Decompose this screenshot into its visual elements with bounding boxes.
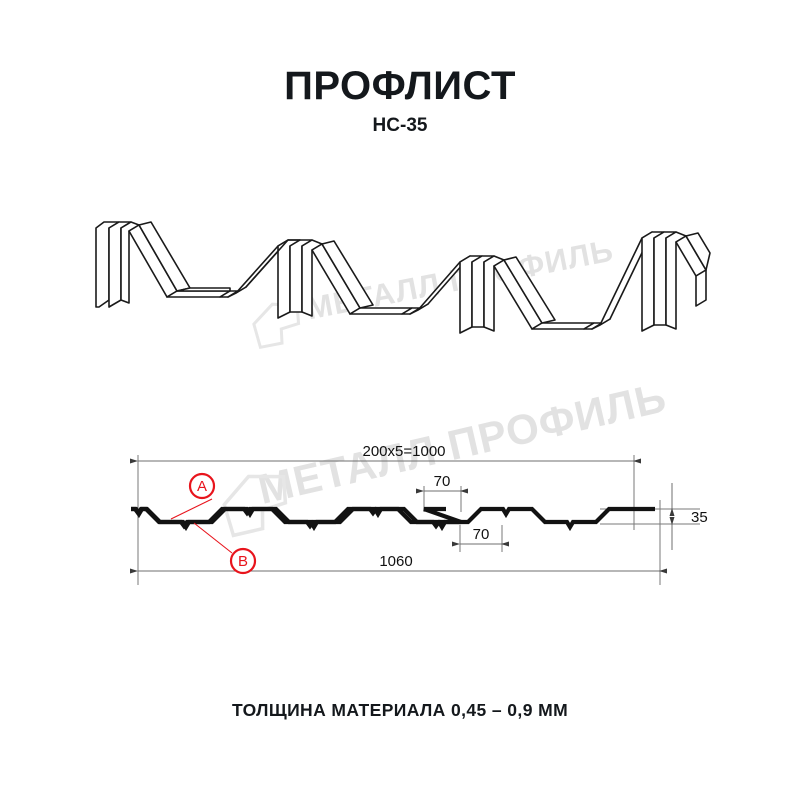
callout-b-circle (229, 547, 257, 575)
corrugation-body (95, 221, 711, 334)
dimension-crest-width-label: 70 (434, 473, 451, 490)
callout-b: B (193, 522, 257, 575)
dimension-valley-width: 70 (452, 526, 509, 547)
dimension-total-width: 1060 (130, 553, 667, 574)
callout-a: A (170, 472, 216, 520)
callout-b-label: B (238, 553, 248, 570)
page-title: ПРОФЛИСТ (284, 64, 516, 108)
dimension-height-label: 35 (691, 509, 708, 526)
dimension-total-width-label: 1060 (379, 553, 412, 570)
callout-a-label: A (197, 478, 207, 495)
callout-a-circle (188, 472, 216, 500)
watermark-lower-text: МЕТАЛЛ ПРОФИЛЬ (254, 373, 671, 513)
dimension-valley-width-label: 70 (473, 526, 490, 543)
dimension-crest-width: 70 (416, 473, 468, 494)
watermark-logo-lower-icon (222, 474, 288, 538)
dimension-height: 35 (669, 483, 708, 550)
profile-cross-section (131, 506, 655, 532)
material-thickness-note: ТОЛЩИНА МАТЕРИАЛА 0,45 – 0,9 ММ (231, 700, 569, 720)
dimension-pitch: 200x5=1000 (130, 443, 641, 464)
watermark-logo-icon (252, 302, 301, 350)
product-model: НС-35 (372, 115, 428, 136)
dimension-pitch-label: 200x5=1000 (363, 443, 446, 460)
